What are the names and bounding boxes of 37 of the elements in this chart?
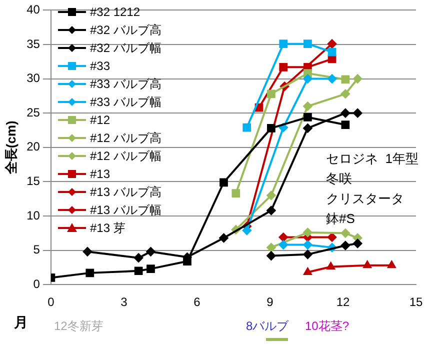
- legend-label: #12 バルブ高: [90, 130, 162, 146]
- x-axis-title: 月: [14, 314, 28, 332]
- legend-label: #32 バルブ幅: [90, 40, 162, 56]
- y-tick-label: 0: [33, 276, 40, 291]
- legend-label: #13 芽: [90, 220, 126, 236]
- annotation: セロジネ 1年型: [326, 150, 418, 168]
- legend-label: #32 バルブ高: [90, 22, 162, 38]
- y-tick-label: 5: [33, 242, 40, 257]
- text: 8バルブ: [246, 318, 289, 335]
- y-tick-label: 10: [26, 208, 40, 222]
- legend-label: #32 1212: [90, 5, 140, 19]
- legend-label: #33 バルブ幅: [90, 94, 162, 110]
- x-tick-label: 3: [120, 295, 128, 310]
- legend-label: #13 バルブ幅: [90, 202, 162, 218]
- annotation: クリスタータ: [326, 190, 404, 208]
- x-tick-label: 0: [48, 295, 55, 310]
- annotation: 冬咲: [326, 170, 352, 188]
- y-axis-title: 全長(cm): [3, 120, 18, 176]
- legend-label: #13: [90, 167, 110, 181]
- y-tick-label: 35: [26, 36, 40, 51]
- text: 12冬新芽: [54, 318, 104, 335]
- x-tick-label: 9: [266, 295, 274, 310]
- y-tick-label: 30: [26, 71, 40, 86]
- legend-label: #33: [90, 59, 110, 73]
- x-tick-label: 6: [194, 295, 201, 310]
- legend-label: #12 バルブ幅: [90, 148, 162, 164]
- legend-label: #13 バルブ高: [90, 184, 162, 200]
- x-tick-label: 12: [336, 295, 350, 310]
- y-tick-label: 15: [26, 174, 40, 188]
- x-tick-label: 15: [409, 295, 423, 310]
- annotation: 鉢#S: [326, 210, 355, 228]
- y-tick-label: 20: [26, 140, 40, 154]
- legend-label: #12: [90, 113, 110, 127]
- y-tick-label: 40: [26, 2, 40, 17]
- y-tick-label: 25: [26, 105, 40, 120]
- text: 10花茎?: [305, 318, 350, 335]
- legend-label: #33 バルブ高: [90, 76, 162, 92]
